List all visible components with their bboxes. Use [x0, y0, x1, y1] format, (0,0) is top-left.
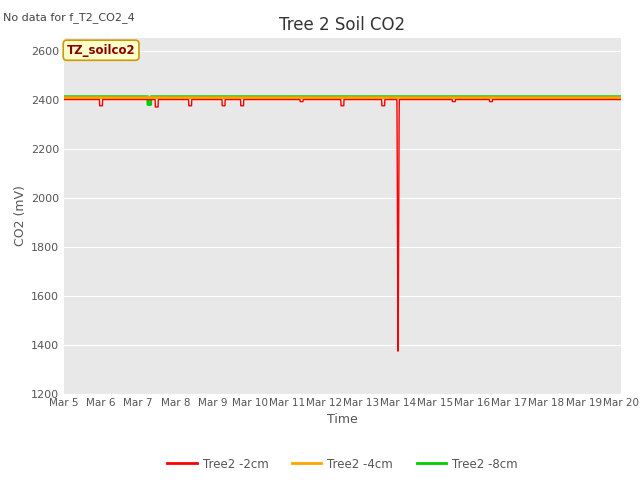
Legend: Tree2 -2cm, Tree2 -4cm, Tree2 -8cm: Tree2 -2cm, Tree2 -4cm, Tree2 -8cm — [163, 453, 522, 475]
X-axis label: Time: Time — [327, 413, 358, 426]
Text: No data for f_T2_CO2_4: No data for f_T2_CO2_4 — [3, 12, 135, 23]
Title: Tree 2 Soil CO2: Tree 2 Soil CO2 — [279, 16, 406, 34]
Y-axis label: CO2 (mV): CO2 (mV) — [13, 186, 27, 246]
Text: TZ_soilco2: TZ_soilco2 — [67, 44, 136, 57]
